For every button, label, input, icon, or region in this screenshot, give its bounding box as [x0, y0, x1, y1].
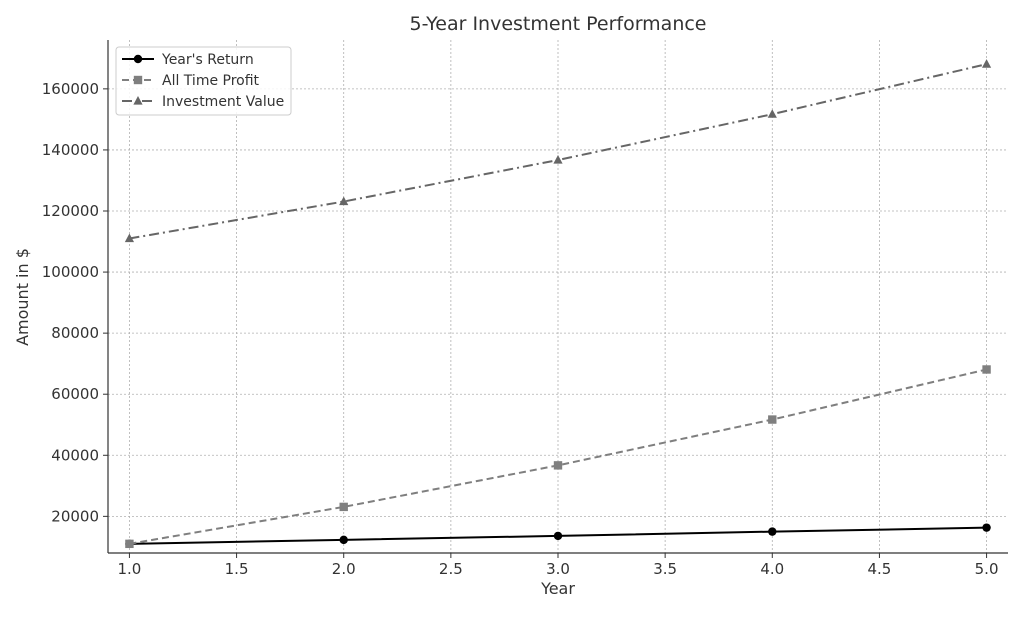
legend-label: Year's Return — [161, 52, 254, 68]
y-tick-label: 60000 — [51, 385, 99, 403]
series-investment-value — [124, 59, 992, 243]
y-axis-label: Amount in $ — [13, 248, 32, 346]
y-tick-label: 40000 — [51, 446, 99, 464]
x-tick-label: 3.0 — [546, 560, 570, 578]
x-tick-label: 3.5 — [653, 560, 677, 578]
y-tick-label: 120000 — [42, 202, 99, 220]
legend-swatch-marker — [133, 96, 143, 105]
chart-title: 5-Year Investment Performance — [409, 13, 706, 35]
y-tick-label: 100000 — [42, 263, 99, 281]
grid-lines — [108, 40, 1008, 553]
x-tick-label: 4.0 — [760, 560, 784, 578]
legend: Year's Return All Time Profit Investment V… — [115, 46, 292, 116]
legend-box — [115, 46, 292, 116]
x-tick-label: 2.0 — [332, 560, 356, 578]
legend-label: Investment Value — [162, 94, 284, 110]
legend-item: Investment Value — [122, 94, 284, 110]
data-point — [553, 155, 563, 164]
data-point — [125, 539, 134, 549]
x-tick-label: 1.5 — [225, 560, 249, 578]
data-point — [767, 109, 777, 118]
legend-item: All Time Profit — [122, 73, 260, 89]
y-tick-label: 160000 — [42, 80, 99, 98]
data-point — [124, 233, 135, 243]
data-point — [982, 365, 991, 374]
x-axis-label: Year — [540, 579, 575, 598]
series-year-s-return — [125, 523, 991, 549]
data-point — [768, 527, 777, 536]
legend-item: Year's Return — [122, 52, 254, 68]
axis-ticks: 1.0 1.5 2.0 2.5 3.0 3.5 4.0 4.5 5.0 20000 40000 600… — [42, 80, 999, 578]
x-tick-label: 1.0 — [117, 560, 141, 578]
data-point — [768, 415, 777, 424]
data-point — [981, 59, 992, 68]
series-all-time-profit — [125, 365, 991, 549]
x-tick-label: 2.5 — [439, 560, 463, 578]
data-point — [339, 502, 348, 512]
legend-swatch-marker — [133, 54, 143, 64]
legend-swatch-marker — [133, 75, 143, 85]
legend-label: All Time Profit — [162, 73, 260, 89]
data-point — [339, 196, 349, 206]
x-tick-label: 4.5 — [867, 560, 891, 578]
x-tick-label: 5.0 — [975, 560, 999, 578]
data-point — [982, 523, 991, 532]
data-point — [553, 461, 563, 470]
y-tick-label: 20000 — [51, 507, 99, 525]
y-tick-label: 140000 — [42, 141, 99, 159]
y-tick-label: 80000 — [51, 324, 99, 342]
series-lines — [124, 59, 992, 549]
data-point — [339, 535, 348, 545]
data-point — [553, 531, 563, 541]
